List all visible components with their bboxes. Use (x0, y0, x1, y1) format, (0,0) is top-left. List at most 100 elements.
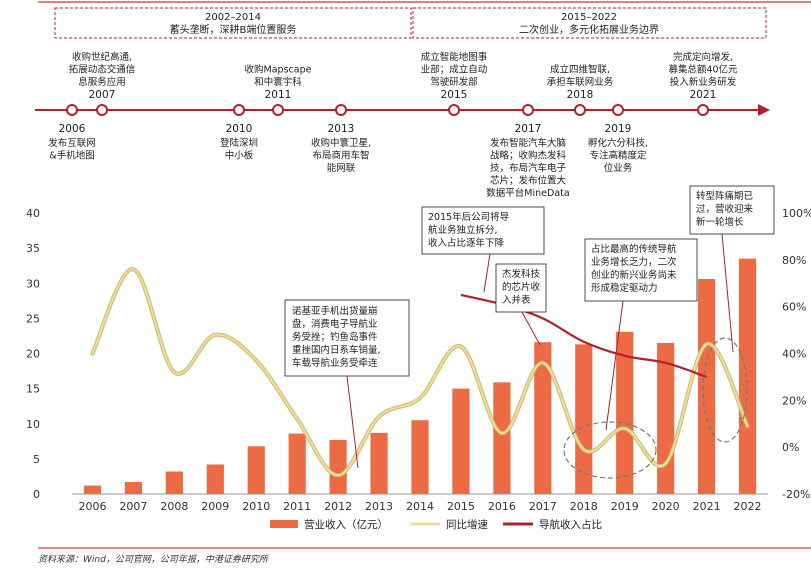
bar-revenue-2009 (206, 464, 224, 494)
event-text-2017: 战略；收购杰发科 (490, 150, 567, 162)
timeline-node-2007 (96, 104, 108, 116)
bar-revenue-2013 (370, 432, 388, 494)
event-text-2010: 登陆深圳 (220, 137, 258, 149)
y-left-tick: 15 (26, 383, 40, 396)
event-text-2007: 息服务应用 (78, 76, 126, 88)
legend-label-nav-share: 导航收入占比 (539, 518, 602, 531)
event-text-2017: 芯片；发布位置大 (490, 175, 567, 187)
y-left-tick: 40 (26, 207, 40, 220)
event-text-2019: 专注高精度定 (589, 150, 647, 162)
event-text-2019: 位业务 (604, 162, 633, 174)
y-left-tick: 25 (26, 312, 40, 325)
line-growth (91, 268, 749, 477)
event-text-2017: 数据平台MineData (486, 187, 569, 199)
y-right-tick: 20% (782, 394, 806, 407)
annotation-4-text: 占比最高的传统导航 业务增长乏力，二次 创业的新兴业务尚未 形成稳定驱动力 (591, 243, 680, 294)
event-text-2019: 孵化六分科技, (588, 137, 648, 149)
x-tick: 2021 (693, 500, 721, 513)
x-tick: 2008 (160, 500, 188, 513)
annotation-3-text: 杰发科技 的芯片收 入并表 (502, 268, 543, 306)
event-text-2021: 募集总额40亿元 (668, 64, 738, 76)
timeline-node-2019 (612, 104, 624, 116)
event-text-2015: 业部；成立自动 (421, 64, 488, 76)
bar-revenue-2008 (165, 471, 183, 494)
y-right-tick: 60% (782, 301, 806, 314)
annotation-4: 占比最高的传统导航 业务增长乏力，二次 创业的新兴业务尚未 形成稳定驱动力 (584, 238, 698, 431)
legend-label-growth: 同比增速 (446, 518, 488, 531)
timeline-node-2017 (522, 104, 534, 116)
y-right-tick: 80% (782, 254, 806, 267)
period-2-desc: 二次创业，多元化拓展业务边界 (519, 23, 659, 36)
bar-revenue-2017 (534, 342, 552, 494)
y-left-tick: 5 (33, 453, 40, 466)
timeline-node-2018 (574, 104, 586, 116)
event-text-2010: 中小板 (225, 150, 254, 162)
timeline-node-2013 (335, 104, 347, 116)
event-text-2011: 收购Mapscape (245, 64, 312, 76)
x-tick: 2010 (242, 500, 270, 513)
event-year-2018: 2018 (567, 89, 594, 101)
bar-revenue-2021 (697, 279, 716, 494)
event-text-2018: 承担车联网业务 (547, 76, 614, 88)
event-year-2015: 2015 (441, 89, 468, 101)
bar-revenue-2007 (124, 482, 143, 494)
annotation-2: 2015年后公司将导 航业务独立拆分, 收入占比逐年下降 (421, 206, 545, 293)
y-right-tick: -20% (782, 488, 810, 501)
event-year-2021: 2021 (690, 89, 717, 101)
timeline-arrow-icon (758, 104, 770, 116)
annotation-5: 转型阵痛期已 过，营收迎来 新一轮增长 (689, 185, 775, 353)
x-tick: 2017 (529, 500, 557, 513)
x-tick: 2015 (447, 500, 475, 513)
y-right-tick: 0% (782, 441, 799, 454)
highlight-ellipse-dip (563, 421, 657, 479)
x-tick: 2014 (406, 500, 434, 513)
event-text-2017: 发布智能汽车大脑 (490, 137, 566, 149)
legend-swatch-revenue (270, 520, 298, 528)
event-text-2015: 驾驶研发部 (430, 76, 478, 88)
y-right-tick: 40% (782, 348, 806, 361)
event-text-2013: 能网联 (327, 162, 356, 174)
x-tick: 2009 (201, 500, 229, 513)
x-tick: 2018 (570, 500, 598, 513)
timeline-node-2010 (233, 104, 245, 116)
y-left-tick: 35 (26, 242, 40, 255)
bar-revenue-2014 (411, 420, 429, 494)
event-year-2011: 2011 (265, 89, 292, 101)
annotation-2-text: 2015年后公司将导 航业务独立拆分, 收入占比逐年下降 (428, 211, 512, 249)
bar-revenue-2015 (452, 388, 470, 494)
source-note: 资料来源：Wind，公司官网，公司年报，中港证券研究所 (38, 554, 270, 565)
x-tick: 2022 (734, 500, 762, 513)
timeline-node-2011 (272, 104, 284, 116)
event-text-2021: 投入新业务研发 (670, 76, 737, 88)
x-tick: 2012 (324, 500, 352, 513)
x-tick: 2013 (365, 500, 393, 513)
event-text-2013: 布局商用车智 (312, 150, 369, 162)
period-box-1: 2002–2014 蓄头垄断，深耕B端位置服务 (54, 7, 412, 39)
y-left-tick: 10 (26, 418, 40, 431)
bar-revenue-2006 (83, 485, 102, 494)
bar-revenue-2022 (738, 258, 757, 494)
event-year-2010: 2010 (226, 123, 253, 135)
annotation-3: 杰发科技 的芯片收 入并表 (495, 263, 547, 346)
highlight-ellipse-rebound (702, 337, 748, 443)
y-left-tick: 30 (26, 277, 40, 290)
y-left-tick: 20 (26, 348, 40, 361)
period-box-2: 2015–2022 二次创业，多元化拓展业务边界 (412, 7, 767, 39)
y-right-tick: 100% (782, 207, 811, 220)
x-tick: 2020 (652, 500, 680, 513)
event-text-2018: 成立四维智联, (550, 64, 610, 76)
event-year-2006: 2006 (59, 123, 86, 135)
event-text-2007: 拓展动态交通信 (69, 64, 136, 76)
annotation-1: 诺基亚手机出货量崩 盘，消费电子导航业 务受挫；钓鱼岛事件 重挫国内日系车销量,… (284, 299, 410, 469)
event-text-2017: 技，布局汽车电子 (490, 162, 567, 174)
event-text-2015: 成立智能地图事 (421, 51, 488, 63)
legend-label-revenue: 营业收入（亿元） (304, 518, 388, 531)
bar-revenue-2010 (247, 446, 265, 494)
event-text-2007: 收购世纪高通, (72, 51, 132, 63)
period-1-years: 2002–2014 (205, 12, 261, 23)
bar-revenue-2012 (329, 439, 347, 494)
timeline-node-2021 (697, 104, 709, 116)
annotation-5-text: 转型阵痛期已 过，营收迎来 新一轮增长 (696, 190, 756, 228)
